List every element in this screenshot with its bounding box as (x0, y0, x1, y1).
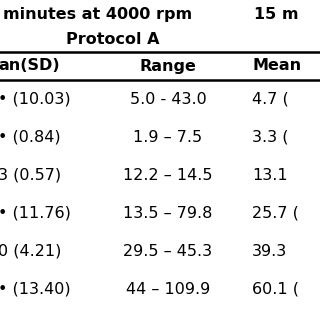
Text: 44 – 109.9: 44 – 109.9 (126, 282, 210, 297)
Text: • (0.84): • (0.84) (0, 130, 60, 145)
Text: • (11.76): • (11.76) (0, 205, 71, 220)
Text: 1.9 – 7.5: 1.9 – 7.5 (133, 130, 203, 145)
Text: 25.7 (: 25.7 ( (252, 205, 299, 220)
Text: 5.0 - 43.0: 5.0 - 43.0 (130, 92, 206, 107)
Text: 29.5 – 45.3: 29.5 – 45.3 (124, 244, 212, 259)
Text: 13.5 – 79.8: 13.5 – 79.8 (123, 205, 213, 220)
Text: an(SD): an(SD) (0, 59, 60, 74)
Text: 3.3 (: 3.3 ( (252, 130, 289, 145)
Text: 3 (0.57): 3 (0.57) (0, 167, 61, 182)
Text: 12.2 – 14.5: 12.2 – 14.5 (123, 167, 213, 182)
Text: 60.1 (: 60.1 ( (252, 282, 299, 297)
Text: Protocol A: Protocol A (66, 31, 160, 46)
Text: 39.3: 39.3 (252, 244, 287, 259)
Text: Range: Range (140, 59, 196, 74)
Text: 0 (4.21): 0 (4.21) (0, 244, 61, 259)
Text: minutes at 4000 rpm: minutes at 4000 rpm (3, 7, 192, 22)
Text: 4.7 (: 4.7 ( (252, 92, 289, 107)
Text: 13.1: 13.1 (252, 167, 288, 182)
Text: • (10.03): • (10.03) (0, 92, 71, 107)
Text: 15 m: 15 m (254, 7, 299, 22)
Text: • (13.40): • (13.40) (0, 282, 71, 297)
Text: Mean: Mean (252, 59, 301, 74)
